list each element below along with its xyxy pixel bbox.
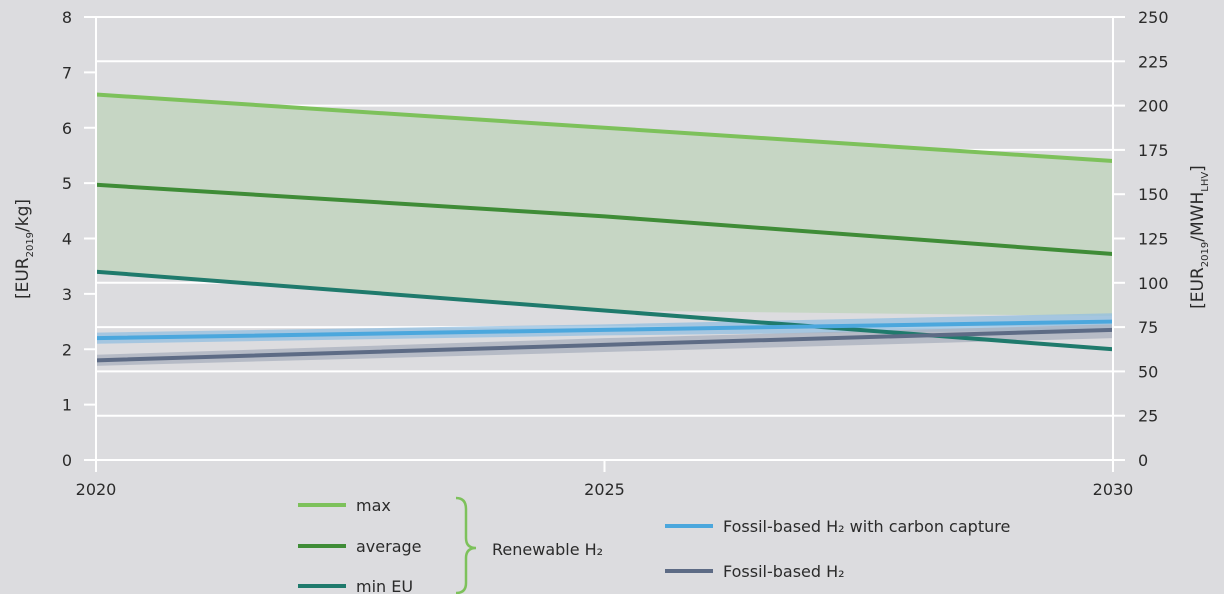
y2-tick-label: 125 (1138, 230, 1169, 249)
y-axis-label: [EUR2019/kg] (13, 199, 36, 299)
y-tick-label: 7 (62, 63, 72, 82)
y-tick-label: 6 (62, 119, 72, 138)
y2-axis-label: [EUR2019/MWHLHV] (1188, 165, 1211, 309)
y2-tick-label: 250 (1138, 8, 1169, 27)
y-tick-label: 1 (62, 396, 72, 415)
y-tick-label: 3 (62, 285, 72, 304)
band-0 (96, 94, 1113, 317)
series-line-4 (95, 327, 1114, 363)
y-axis-tick-labels: 0 1 2 3 4 5 6 7 8 (62, 8, 72, 470)
series-line-1 (95, 182, 1114, 256)
x-tick-label: 2030 (1093, 480, 1134, 499)
x-tick-label: 2025 (584, 480, 625, 499)
y-tick-label: 2 (62, 340, 72, 359)
y2-tick-label: 50 (1138, 362, 1158, 381)
series-lines (95, 92, 1114, 363)
legend: Renewable H₂ max average min EU Fossil-base… (298, 496, 1010, 594)
y-tick-label: 5 (62, 174, 72, 193)
y2-tick-label: 75 (1138, 318, 1158, 337)
y2-tick-label: 0 (1138, 451, 1148, 470)
y2-tick-label: 175 (1138, 141, 1169, 160)
x-tick-label: 2020 (76, 480, 117, 499)
y-tick-label: 8 (62, 8, 72, 27)
axes (84, 16, 1125, 472)
legend-group-bracket (455, 496, 477, 594)
legend-group-label: Renewable H₂ (492, 540, 603, 559)
y2-tick-label: 200 (1138, 97, 1169, 116)
y2-axis-tick-labels: 0 25 50 75 100 125 150 175 200 225 250 (1138, 8, 1169, 470)
x-axis-tick-labels: 2020 2025 2030 (76, 480, 1134, 499)
legend-label-0: max (356, 496, 391, 515)
y-tick-label: 4 (62, 230, 72, 249)
y2-tick-label: 225 (1138, 52, 1169, 71)
legend-label-1: average (356, 537, 422, 556)
y2-tick-label: 100 (1138, 274, 1169, 293)
series-line-0 (95, 92, 1114, 163)
y2-tick-label: 25 (1138, 407, 1158, 426)
y-tick-label: 0 (62, 451, 72, 470)
y2-tick-label: 150 (1138, 185, 1169, 204)
legend-label-fossil-0: Fossil-based H₂ with carbon capture (723, 517, 1010, 536)
series-line-3 (95, 319, 1114, 341)
legend-label-fossil-1: Fossil-based H₂ (723, 562, 845, 581)
legend-label-2: min EU (356, 577, 413, 594)
